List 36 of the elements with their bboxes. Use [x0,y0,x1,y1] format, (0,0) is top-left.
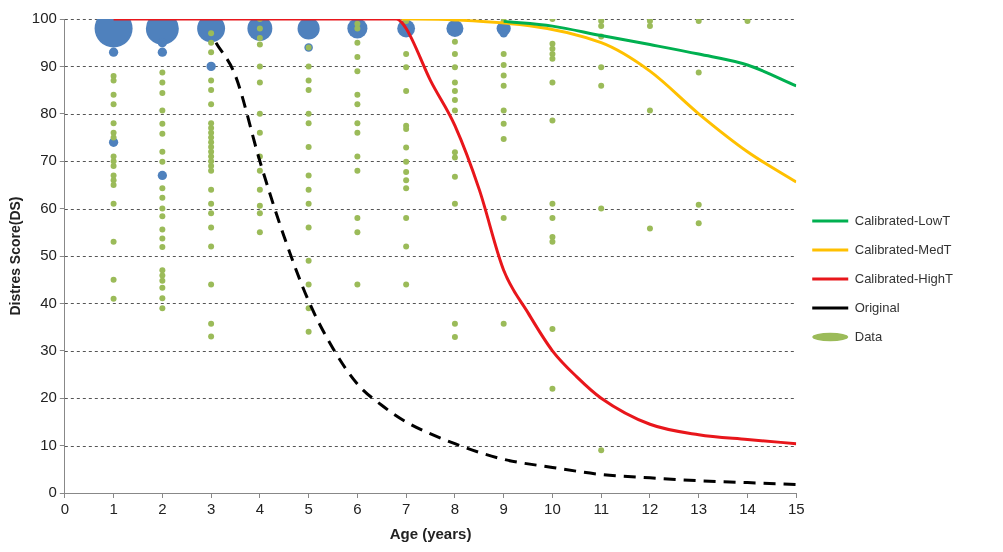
x-tick-label: 7 [401,500,411,518]
x-tick-label: 9 [499,500,508,518]
y-tick-label: 80 [40,103,57,121]
legend-label: Original [854,299,900,315]
y-tick-label: 70 [40,151,57,169]
y-axis-title: Distres Score(DS) [7,196,24,316]
y-tick-label: 20 [40,388,57,406]
x-tick-label: 14 [739,500,756,518]
legend-label: Calibrated-MedT [854,241,952,257]
y-tick-label: 100 [31,9,57,27]
x-axis-title: Age (years) [389,525,472,543]
x-tick-label: 3 [206,500,216,518]
y-tick-label: 90 [40,56,57,74]
x-tick-label: 0 [60,500,69,518]
x-tick-label: 13 [690,500,708,518]
y-tick-label: 0 [48,483,57,501]
line-series [399,19,797,184]
x-tick-label: 5 [304,500,313,518]
legend-label: Calibrated-HighT [854,270,954,286]
x-tick-label: 15 [787,500,805,518]
x-tick-label: 10 [544,500,561,518]
x-tick-label: 1 [109,500,118,518]
x-tick-label: 6 [353,500,362,518]
legend-label: Data [854,328,883,344]
y-tick-label: 40 [40,293,57,311]
y-tick-label: 60 [40,198,57,216]
y-tick-label: 10 [40,435,57,453]
x-tick-label: 11 [593,500,609,518]
x-tick-label: 12 [641,500,659,518]
legend-label: Calibrated-LowT [854,212,951,228]
x-tick-label: 2 [158,500,167,518]
line-series [502,19,797,88]
y-tick-label: 30 [40,340,57,358]
x-tick-label: 8 [450,500,460,518]
x-tick-label: 4 [255,500,265,518]
y-tick-label: 50 [40,246,57,264]
